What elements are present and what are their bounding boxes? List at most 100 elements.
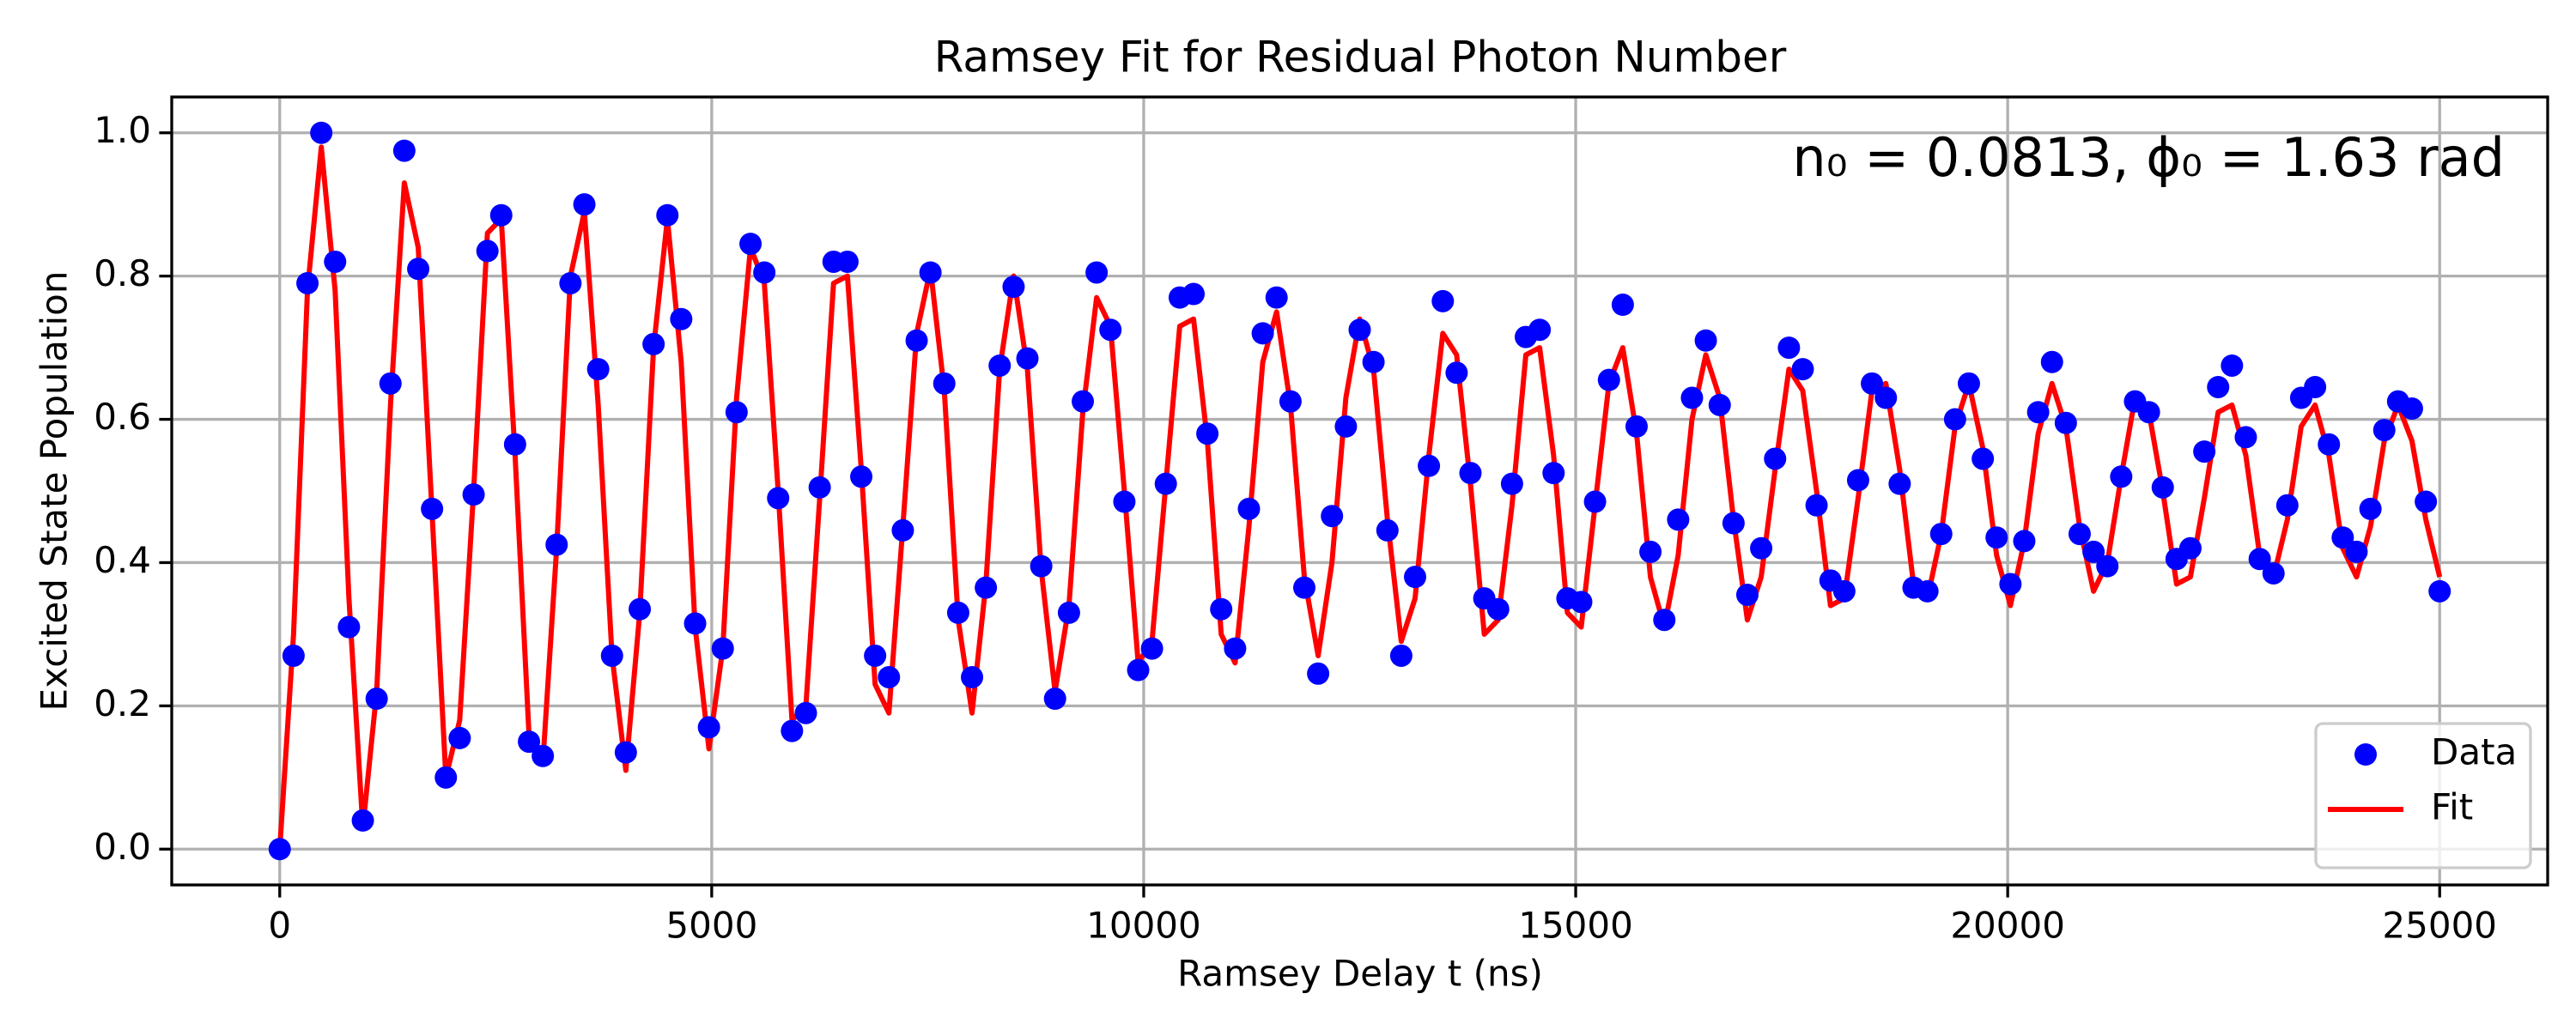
data-point <box>767 487 790 510</box>
data-point <box>351 809 374 832</box>
data-point <box>864 644 887 667</box>
data-point <box>282 644 305 667</box>
data-point <box>421 497 444 520</box>
data-point <box>1805 494 1828 517</box>
data-point <box>268 838 291 861</box>
data-point <box>2415 490 2438 513</box>
data-point <box>1224 637 1247 660</box>
data-point <box>1127 658 1150 682</box>
data-point <box>642 332 665 355</box>
data-point <box>794 701 817 724</box>
data-point <box>850 465 873 488</box>
data-point <box>1528 318 1552 342</box>
y-tick-label: 0.4 <box>94 539 151 581</box>
data-point <box>1597 368 1620 391</box>
data-point <box>2013 530 2036 553</box>
data-point <box>1445 361 1468 385</box>
data-point <box>1334 415 1358 438</box>
data-point <box>1625 415 1648 438</box>
data-point <box>545 533 568 556</box>
data-point <box>1570 591 1593 614</box>
x-tick-label: 15000 <box>1518 905 1633 947</box>
data-point <box>1085 261 1109 284</box>
data-point <box>2372 419 2396 442</box>
data-point <box>1237 497 1261 520</box>
data-point <box>1362 350 1385 373</box>
data-point <box>2400 397 2423 421</box>
data-point <box>961 665 984 688</box>
data-point <box>711 637 734 660</box>
data-point <box>1002 276 1025 299</box>
data-point <box>2304 375 2327 398</box>
data-point <box>1140 637 1163 660</box>
data-point <box>2068 523 2091 546</box>
data-point <box>835 250 859 273</box>
data-point <box>1735 584 1759 607</box>
data-point <box>1279 390 1302 413</box>
data-point <box>2221 354 2244 377</box>
y-tick-label: 0.0 <box>94 826 151 868</box>
data-point <box>434 766 458 789</box>
y-tick-label: 0.8 <box>94 252 151 294</box>
data-point <box>1500 472 1523 495</box>
data-point <box>946 601 969 624</box>
legend-label: Fit <box>2431 786 2473 828</box>
data-point <box>1985 526 2008 549</box>
data-point <box>2096 554 2119 578</box>
data-point <box>1971 447 1995 470</box>
data-point <box>1832 579 1856 603</box>
data-point <box>296 271 319 294</box>
data-point <box>1916 579 1939 603</box>
data-point <box>1376 518 1399 542</box>
data-point <box>2110 465 2133 488</box>
data-point <box>1431 289 1455 312</box>
data-point <box>1542 462 1565 485</box>
data-point <box>975 576 998 599</box>
data-point <box>878 665 901 688</box>
data-point <box>1057 601 1080 624</box>
data-point <box>2262 561 2285 585</box>
data-point <box>559 271 582 294</box>
data-point <box>1348 318 1371 342</box>
data-point <box>2178 536 2202 560</box>
data-point <box>2207 375 2230 398</box>
data-point <box>739 233 762 256</box>
data-point <box>1750 536 1773 560</box>
data-point <box>656 203 679 227</box>
x-tick-label: 20000 <box>1950 905 2065 947</box>
data-point <box>614 741 637 764</box>
data-point <box>1764 447 1787 470</box>
data-point <box>1210 597 1233 621</box>
data-point <box>2345 540 2368 563</box>
data-point <box>586 358 610 381</box>
data-point <box>781 719 804 742</box>
data-point <box>670 307 693 330</box>
data-point <box>476 239 499 263</box>
data-point <box>503 433 526 456</box>
data-point <box>1459 462 1482 485</box>
y-axis-label: Excited State Population <box>33 271 76 712</box>
data-point <box>365 688 388 711</box>
data-point <box>2054 411 2077 434</box>
plot-area <box>268 121 2451 861</box>
data-point <box>2026 401 2050 424</box>
data-point <box>1861 372 1884 395</box>
data-point <box>1389 644 1413 667</box>
data-point <box>1999 573 2022 596</box>
data-point <box>753 261 776 284</box>
x-tick-label: 25000 <box>2382 905 2497 947</box>
data-point <box>310 121 333 144</box>
data-point <box>1113 490 1136 513</box>
data-point <box>392 139 416 162</box>
y-tick-label: 1.0 <box>94 109 151 151</box>
data-point <box>2137 401 2160 424</box>
data-point <box>919 261 942 284</box>
data-point <box>1722 512 1745 535</box>
data-point <box>1611 294 1634 317</box>
data-point <box>1196 422 1219 445</box>
data-point <box>2359 497 2382 520</box>
chart-title: Ramsey Fit for Residual Photon Number <box>934 33 1787 82</box>
data-point <box>2082 540 2105 563</box>
data-point <box>573 193 596 216</box>
data-point <box>462 483 485 506</box>
